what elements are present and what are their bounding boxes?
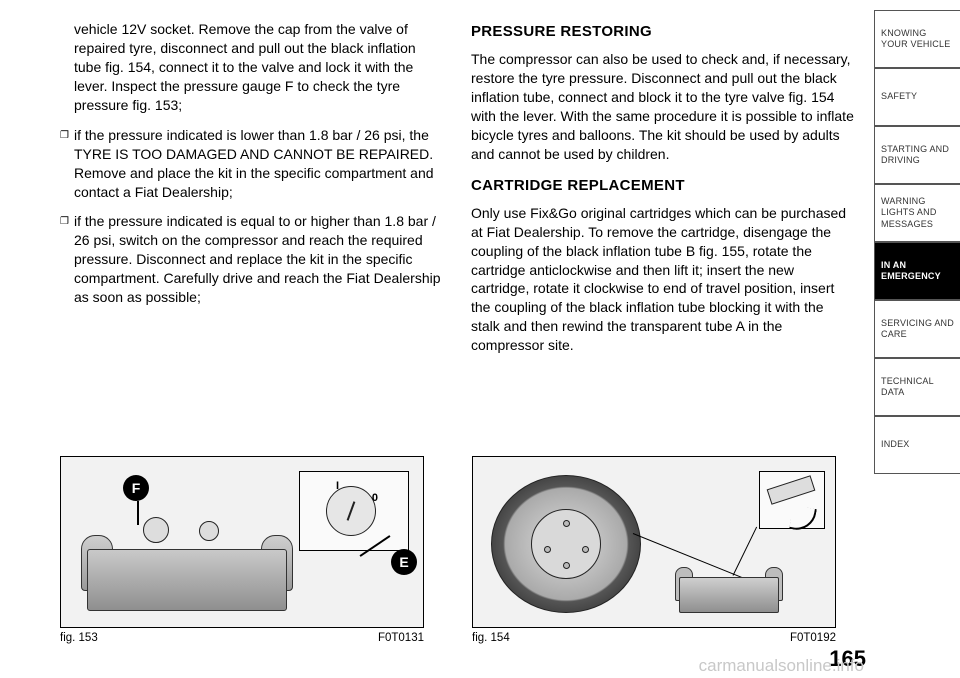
figure-153-caption: fig. 153 F0T0131 — [60, 632, 424, 644]
figure-154-caption: fig. 154 F0T0192 — [472, 632, 836, 644]
wheel-drawing — [491, 475, 641, 613]
figure-row: F I 0 E fig. 153 F0T0131 — [0, 456, 856, 644]
heading-cartridge-replacement: CARTRIDGE REPLACEMENT — [471, 176, 854, 196]
right-column: PRESSURE RESTORING The compressor can al… — [471, 20, 854, 367]
callout-f: F — [123, 475, 149, 501]
figure-number: fig. 154 — [472, 632, 510, 644]
tab-servicing-and-care[interactable]: SERVICING AND CARE — [874, 300, 960, 358]
figure-number: fig. 153 — [60, 632, 98, 644]
figure-code: F0T0131 — [378, 632, 424, 644]
tab-technical-data[interactable]: TECHNICAL DATA — [874, 358, 960, 416]
switch-one-label: I — [336, 480, 339, 492]
figure-153-illustration: F I 0 E — [60, 456, 424, 628]
tab-knowing-your-vehicle[interactable]: KNOWING YOUR VEHICLE — [874, 10, 960, 68]
compressor-small — [679, 561, 779, 613]
switch-zero-label: 0 — [372, 492, 378, 504]
bullet-mark: ❐ — [60, 212, 74, 306]
paragraph: The compressor can also be used to check… — [471, 50, 854, 163]
figure-154-illustration — [472, 456, 836, 628]
continuation-paragraph: vehicle 12V socket. Remove the cap from … — [60, 20, 443, 114]
bullet-item: ❐ if the pressure indicated is equal to … — [60, 212, 443, 306]
tab-in-an-emergency[interactable]: IN AN EMERGENCY — [874, 242, 960, 300]
tab-warning-lights[interactable]: WARNING LIGHTS AND MESSAGES — [874, 184, 960, 242]
bullet-mark: ❐ — [60, 126, 74, 202]
tab-index[interactable]: INDEX — [874, 416, 960, 474]
watermark: carmanualsonline.info — [0, 656, 960, 676]
leader-line — [137, 501, 139, 525]
tab-starting-and-driving[interactable]: STARTING AND DRIVING — [874, 126, 960, 184]
section-tabs: KNOWING YOUR VEHICLE SAFETY STARTING AND… — [874, 0, 960, 678]
bullet-text: if the pressure indicated is equal to or… — [74, 212, 443, 306]
figure-154: fig. 154 F0T0192 — [472, 456, 836, 644]
switch-inset: I 0 — [299, 471, 409, 551]
figure-153: F I 0 E fig. 153 F0T0131 — [60, 456, 424, 644]
compressor-drawing — [87, 525, 287, 611]
callout-e: E — [391, 549, 417, 575]
bullet-item: ❐ if the pressure indicated is lower tha… — [60, 126, 443, 202]
figure-code: F0T0192 — [790, 632, 836, 644]
paragraph: Only use Fix&Go original cartridges whic… — [471, 204, 854, 355]
bullet-text: if the pressure indicated is lower than … — [74, 126, 443, 202]
left-column: vehicle 12V socket. Remove the cap from … — [60, 20, 443, 367]
heading-pressure-restoring: PRESSURE RESTORING — [471, 22, 854, 42]
manual-page: vehicle 12V socket. Remove the cap from … — [0, 0, 960, 678]
text-columns: vehicle 12V socket. Remove the cap from … — [0, 20, 960, 367]
tab-safety[interactable]: SAFETY — [874, 68, 960, 126]
